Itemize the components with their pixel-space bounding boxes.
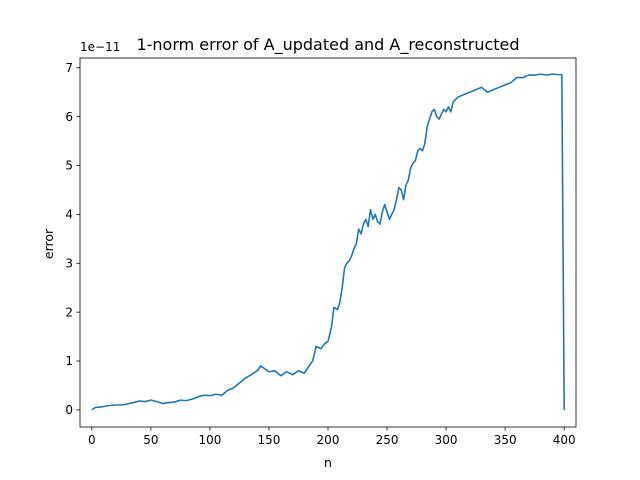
y-tick-label: 6 [65,110,73,124]
y-offset-label: 1e−11 [80,40,120,54]
x-tick-label: 0 [88,433,96,447]
y-tick-label: 4 [65,208,73,222]
plot-area: 0 50 100 150 200 250 300 350 400 0 1 2 3 4 5 6 7 [65,57,577,447]
x-tick-label: 100 [198,433,221,447]
x-tick-label: 150 [257,433,280,447]
x-tick-label: 400 [553,433,576,447]
x-tick-label: 350 [494,433,517,447]
y-tick-label: 5 [65,159,73,173]
x-tick-label: 200 [317,433,340,447]
x-axis-label: n [324,455,332,470]
y-tick-label: 7 [65,61,73,75]
x-tick-label: 300 [435,433,458,447]
x-tick-label: 50 [143,433,158,447]
chart-title: 1-norm error of A_updated and A_reconstr… [136,35,519,55]
y-tick-label: 3 [65,256,73,270]
y-tick-label: 2 [65,305,73,319]
axes-frame [79,57,577,428]
series-line-0 [91,73,565,411]
y-axis-label: error [41,228,56,259]
x-tick-label: 250 [376,433,399,447]
y-tick-label: 0 [65,403,73,417]
y-tick-label: 1 [65,354,73,368]
